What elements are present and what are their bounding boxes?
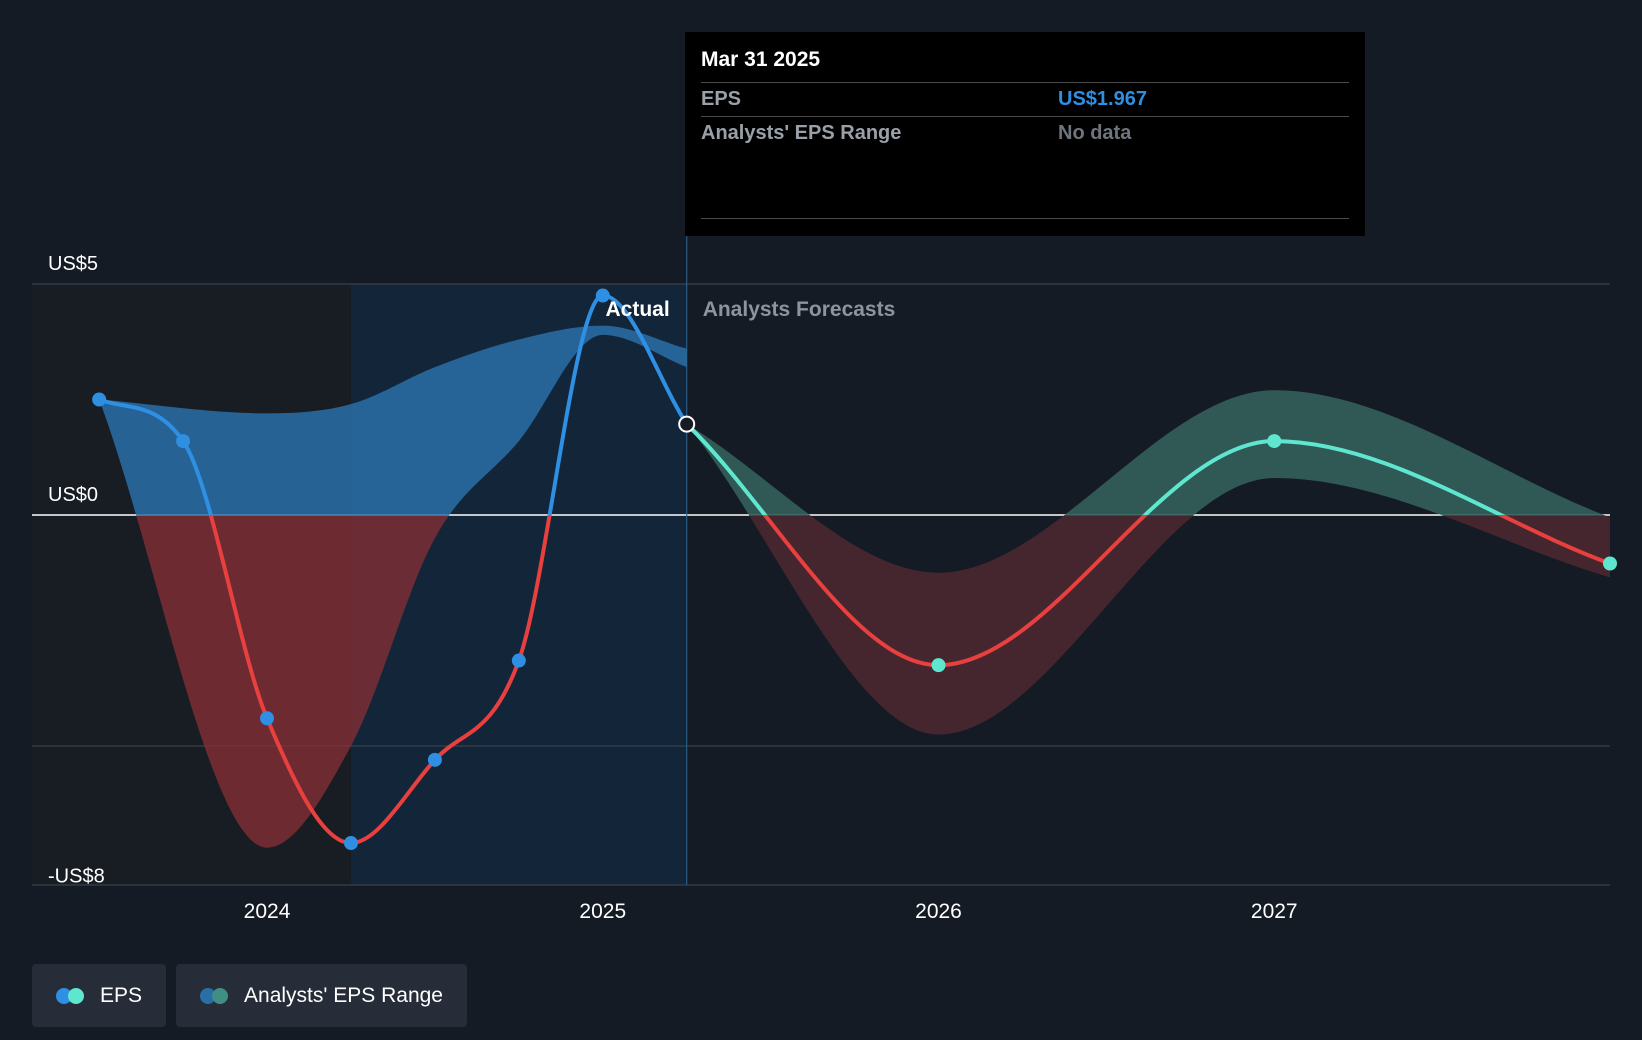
tooltip: Mar 31 2025 EPS US$1.967 Analysts' EPS R… bbox=[685, 32, 1365, 236]
legend: EPS Analysts' EPS Range bbox=[32, 964, 467, 1027]
eps-line-forecast-positive bbox=[685, 422, 1506, 515]
eps-point-forecast bbox=[1603, 556, 1617, 571]
eps-legend-icon bbox=[56, 987, 88, 1004]
tooltip-row-eps: EPS US$1.967 bbox=[701, 82, 1349, 116]
eps-point-actual bbox=[511, 653, 526, 668]
eps-point-highlighted bbox=[678, 415, 696, 433]
eps-point-actual bbox=[427, 752, 442, 767]
tooltip-divider bbox=[701, 218, 1349, 219]
eps-line-forecast-negative bbox=[762, 515, 1611, 668]
x-tick-label: 2025 bbox=[579, 900, 626, 923]
tooltip-eps-label: EPS bbox=[701, 88, 742, 110]
range-area-past-negative bbox=[136, 515, 450, 848]
x-tick-label: 2024 bbox=[244, 900, 291, 923]
tooltip-range-label: Analysts' EPS Range bbox=[701, 122, 902, 144]
actual-region-label: Actual bbox=[606, 298, 670, 321]
range-area-forecast-negative bbox=[748, 515, 1610, 735]
eps-point-actual bbox=[92, 392, 107, 407]
eps-line-actual-positive bbox=[98, 293, 689, 515]
eps-point-actual bbox=[343, 836, 358, 851]
range-area-past-positive bbox=[99, 325, 687, 515]
eps-line-actual-negative bbox=[208, 515, 552, 846]
y-tick-label: -US$8 bbox=[48, 866, 105, 888]
eps-point-forecast bbox=[931, 658, 946, 673]
legend-range-label: Analysts' EPS Range bbox=[244, 983, 443, 1007]
eps-point-actual bbox=[176, 434, 191, 449]
legend-item-eps[interactable]: EPS bbox=[32, 964, 167, 1027]
eps-point-forecast bbox=[1267, 434, 1282, 449]
eps-point-actual bbox=[595, 288, 610, 303]
legend-eps-label: EPS bbox=[100, 983, 143, 1007]
y-tick-label: US$5 bbox=[48, 253, 98, 275]
x-tick-label: 2026 bbox=[915, 900, 962, 923]
tooltip-eps-value: US$1.967 bbox=[1058, 88, 1147, 110]
forecast-region-label: Analysts Forecasts bbox=[703, 298, 896, 321]
tooltip-range-value: No data bbox=[1058, 122, 1132, 144]
tooltip-date: Mar 31 2025 bbox=[701, 48, 821, 71]
x-tick-label: 2027 bbox=[1251, 900, 1298, 923]
range-area-forecast-positive bbox=[686, 390, 1605, 515]
y-tick-label: US$0 bbox=[48, 484, 98, 506]
range-legend-icon bbox=[200, 987, 232, 1004]
tooltip-row-range: Analysts' EPS Range No data bbox=[701, 116, 1349, 150]
legend-item-range[interactable]: Analysts' EPS Range bbox=[176, 964, 467, 1027]
eps-point-actual bbox=[260, 711, 275, 726]
